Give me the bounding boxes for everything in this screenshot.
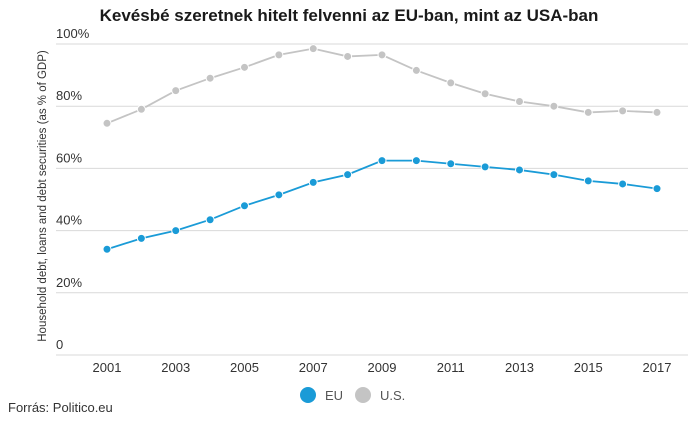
legend-marker-us — [355, 387, 371, 403]
data-point-eu — [136, 233, 146, 243]
data-point-us — [171, 86, 181, 96]
y-tick-label: 80% — [56, 88, 82, 103]
data-point-eu — [102, 244, 112, 254]
data-point-eu — [652, 184, 662, 194]
data-point-us — [515, 97, 524, 107]
y-tick-label: 60% — [56, 150, 82, 165]
y-axis-title: Household debt, loans and debt securitie… — [37, 50, 49, 342]
y-tick-label: 20% — [56, 275, 82, 290]
y-tick-label: 0 — [56, 337, 63, 352]
y-axis-tick-labels: 0 20% 40% 60% 80% 100% — [56, 26, 90, 352]
data-point-us — [274, 50, 284, 60]
series-line-eu — [106, 159, 658, 251]
data-point-eu — [274, 190, 284, 200]
x-tick-label: 2015 — [574, 360, 603, 375]
data-point-eu — [446, 159, 456, 169]
data-point-us — [480, 89, 490, 99]
data-point-eu — [205, 215, 215, 225]
data-point-eu — [343, 170, 353, 180]
data-point-eu — [583, 176, 593, 186]
data-point-us — [618, 106, 628, 116]
gridlines — [56, 43, 688, 356]
source-note: Forrás: Politico.eu — [8, 400, 113, 415]
data-point-us — [549, 101, 559, 111]
x-tick-label: 2003 — [161, 360, 190, 375]
x-tick-label: 2007 — [299, 360, 328, 375]
x-tick-label: 2011 — [437, 360, 465, 375]
data-point-eu — [480, 162, 490, 172]
data-point-us — [136, 104, 146, 114]
x-axis-tick-labels: 2001 2003 2005 2007 2009 2011 2013 2015 2017 — [93, 360, 672, 375]
x-tick-label: 2001 — [93, 360, 122, 375]
data-point-eu — [377, 156, 387, 166]
x-tick-label: 2009 — [368, 360, 397, 375]
data-point-us — [583, 107, 593, 117]
x-tick-label: 2013 — [505, 360, 534, 375]
data-point-us — [411, 65, 421, 75]
data-point-us — [446, 78, 456, 88]
data-point-eu — [549, 170, 559, 180]
data-point-us — [652, 107, 662, 117]
x-tick-label: 2005 — [230, 360, 259, 375]
series-line-us — [106, 47, 658, 125]
data-point-us — [102, 118, 112, 128]
y-tick-label: 100% — [56, 26, 90, 41]
legend-label-us: U.S. — [380, 388, 405, 403]
data-point-eu — [171, 226, 181, 236]
series-us — [102, 44, 662, 128]
legend-marker-eu — [300, 387, 316, 403]
data-point-eu — [411, 156, 421, 166]
data-point-us — [308, 44, 318, 54]
data-point-us — [377, 50, 387, 60]
data-point-us — [240, 62, 249, 72]
chart-title: Kevésbé szeretnek hitelt felvenni az EU-… — [99, 6, 599, 25]
data-point-eu — [515, 165, 524, 175]
series-layer — [102, 44, 662, 254]
x-tick-label: 2017 — [643, 360, 672, 375]
data-point-eu — [618, 179, 628, 189]
series-eu — [102, 156, 662, 254]
legend: EU U.S. — [300, 387, 405, 403]
data-point-us — [205, 73, 215, 83]
data-point-eu — [240, 201, 249, 211]
legend-label-eu: EU — [325, 388, 343, 403]
data-point-us — [343, 51, 353, 61]
data-point-eu — [308, 177, 318, 187]
y-tick-label: 40% — [56, 213, 82, 228]
